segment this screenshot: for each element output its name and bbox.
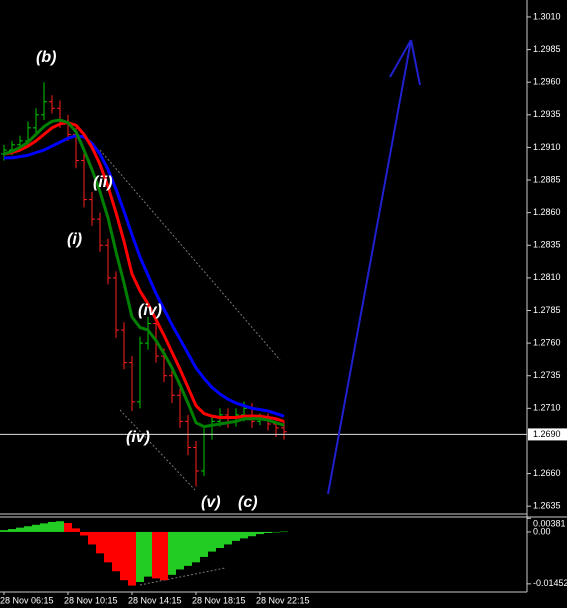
marks	[0, 82, 527, 586]
histogram-bar	[80, 531, 88, 536]
y-tick-label: 1.2985	[533, 44, 561, 54]
arrow	[327, 39, 421, 495]
wave-label: (iv)	[138, 302, 162, 319]
wave-label: (b)	[36, 49, 56, 66]
histogram-bar	[8, 529, 16, 532]
y-tick-label: 1.2785	[533, 305, 561, 315]
y-tick-label: 1.2735	[533, 370, 561, 380]
histogram-bar	[120, 531, 128, 581]
histogram-bar	[96, 531, 104, 554]
histogram-bar	[240, 531, 248, 539]
x-tick-label: 28 Nov 06:15	[0, 595, 54, 605]
y-tick-label: 1.2885	[533, 174, 561, 184]
y-tick-label: 0.00	[533, 526, 551, 536]
histogram-bar	[136, 531, 144, 582]
histogram-bar	[104, 531, 112, 563]
histogram-bar	[264, 531, 272, 534]
arrow-head	[389, 39, 412, 78]
histogram-bar	[88, 531, 96, 545]
histogram-bar	[184, 531, 192, 566]
histogram-bar	[256, 531, 264, 535]
wave-label: (i)	[67, 231, 82, 248]
histogram-bar	[128, 531, 136, 586]
y-tick-label: 1.2835	[533, 240, 561, 250]
y-tick-label: 1.2810	[533, 272, 561, 282]
histogram-bar	[144, 531, 152, 577]
histogram-bar	[208, 531, 216, 552]
y-tick-label: 1.2935	[533, 109, 561, 119]
wave-label: (iv)	[126, 429, 150, 446]
histogram-bar	[40, 523, 48, 532]
price-label-box	[528, 428, 567, 441]
x-tick-label: 28 Nov 22:15	[256, 595, 310, 605]
moving-average	[3, 118, 285, 429]
y-tick-label: 1.2635	[533, 501, 561, 511]
y-tick-label: 1.2660	[533, 468, 561, 478]
wave-label: (c)	[238, 494, 258, 511]
histogram-bar	[32, 524, 40, 532]
y-tick-label: -0.01452	[533, 578, 567, 588]
histogram-bar	[64, 523, 72, 532]
arrow-head	[410, 39, 421, 86]
histogram-bar	[176, 531, 184, 570]
histogram-bar	[216, 531, 224, 549]
histogram-bar	[248, 531, 256, 537]
histogram-bar	[200, 531, 208, 557]
histogram-bar	[232, 531, 240, 541]
y-tick-label: 0.00381	[533, 519, 566, 529]
histogram-bar	[160, 531, 168, 581]
wave-label: (ii)	[93, 174, 113, 191]
histogram-bar	[168, 531, 176, 575]
histogram-bar	[112, 531, 120, 572]
y-tick-label: 1.2910	[533, 142, 561, 152]
x-tick-label: 28 Nov 10:15	[64, 595, 118, 605]
channel-line	[139, 567, 226, 586]
moving-average	[4, 134, 285, 418]
histogram-bar	[16, 527, 24, 532]
x-tick-label: 28 Nov 18:15	[192, 595, 246, 605]
histogram-bar	[56, 521, 64, 532]
y-tick-label: 1.2710	[533, 403, 561, 413]
histogram-bar	[24, 526, 32, 532]
y-tick-label: 1.2860	[533, 207, 561, 217]
y-tick-label: 1.2760	[533, 337, 561, 347]
histogram-bar	[224, 531, 232, 545]
histogram-bar	[72, 528, 80, 532]
histogram-bar	[192, 531, 200, 563]
x-tick-label: 28 Nov 14:15	[128, 595, 182, 605]
histogram-bar	[48, 521, 56, 532]
histogram-bar	[152, 531, 160, 579]
wave-label: (v)	[201, 494, 221, 511]
histogram-bar	[280, 531, 288, 533]
price-label: 1.2690	[533, 429, 561, 439]
histogram-bar	[0, 530, 8, 532]
histogram-bar	[272, 531, 280, 533]
moving-average	[3, 121, 285, 423]
arrow-shaft	[327, 39, 412, 495]
y-tick-label: 1.2960	[533, 77, 561, 87]
y-tick-label: 1.3010	[533, 11, 561, 21]
